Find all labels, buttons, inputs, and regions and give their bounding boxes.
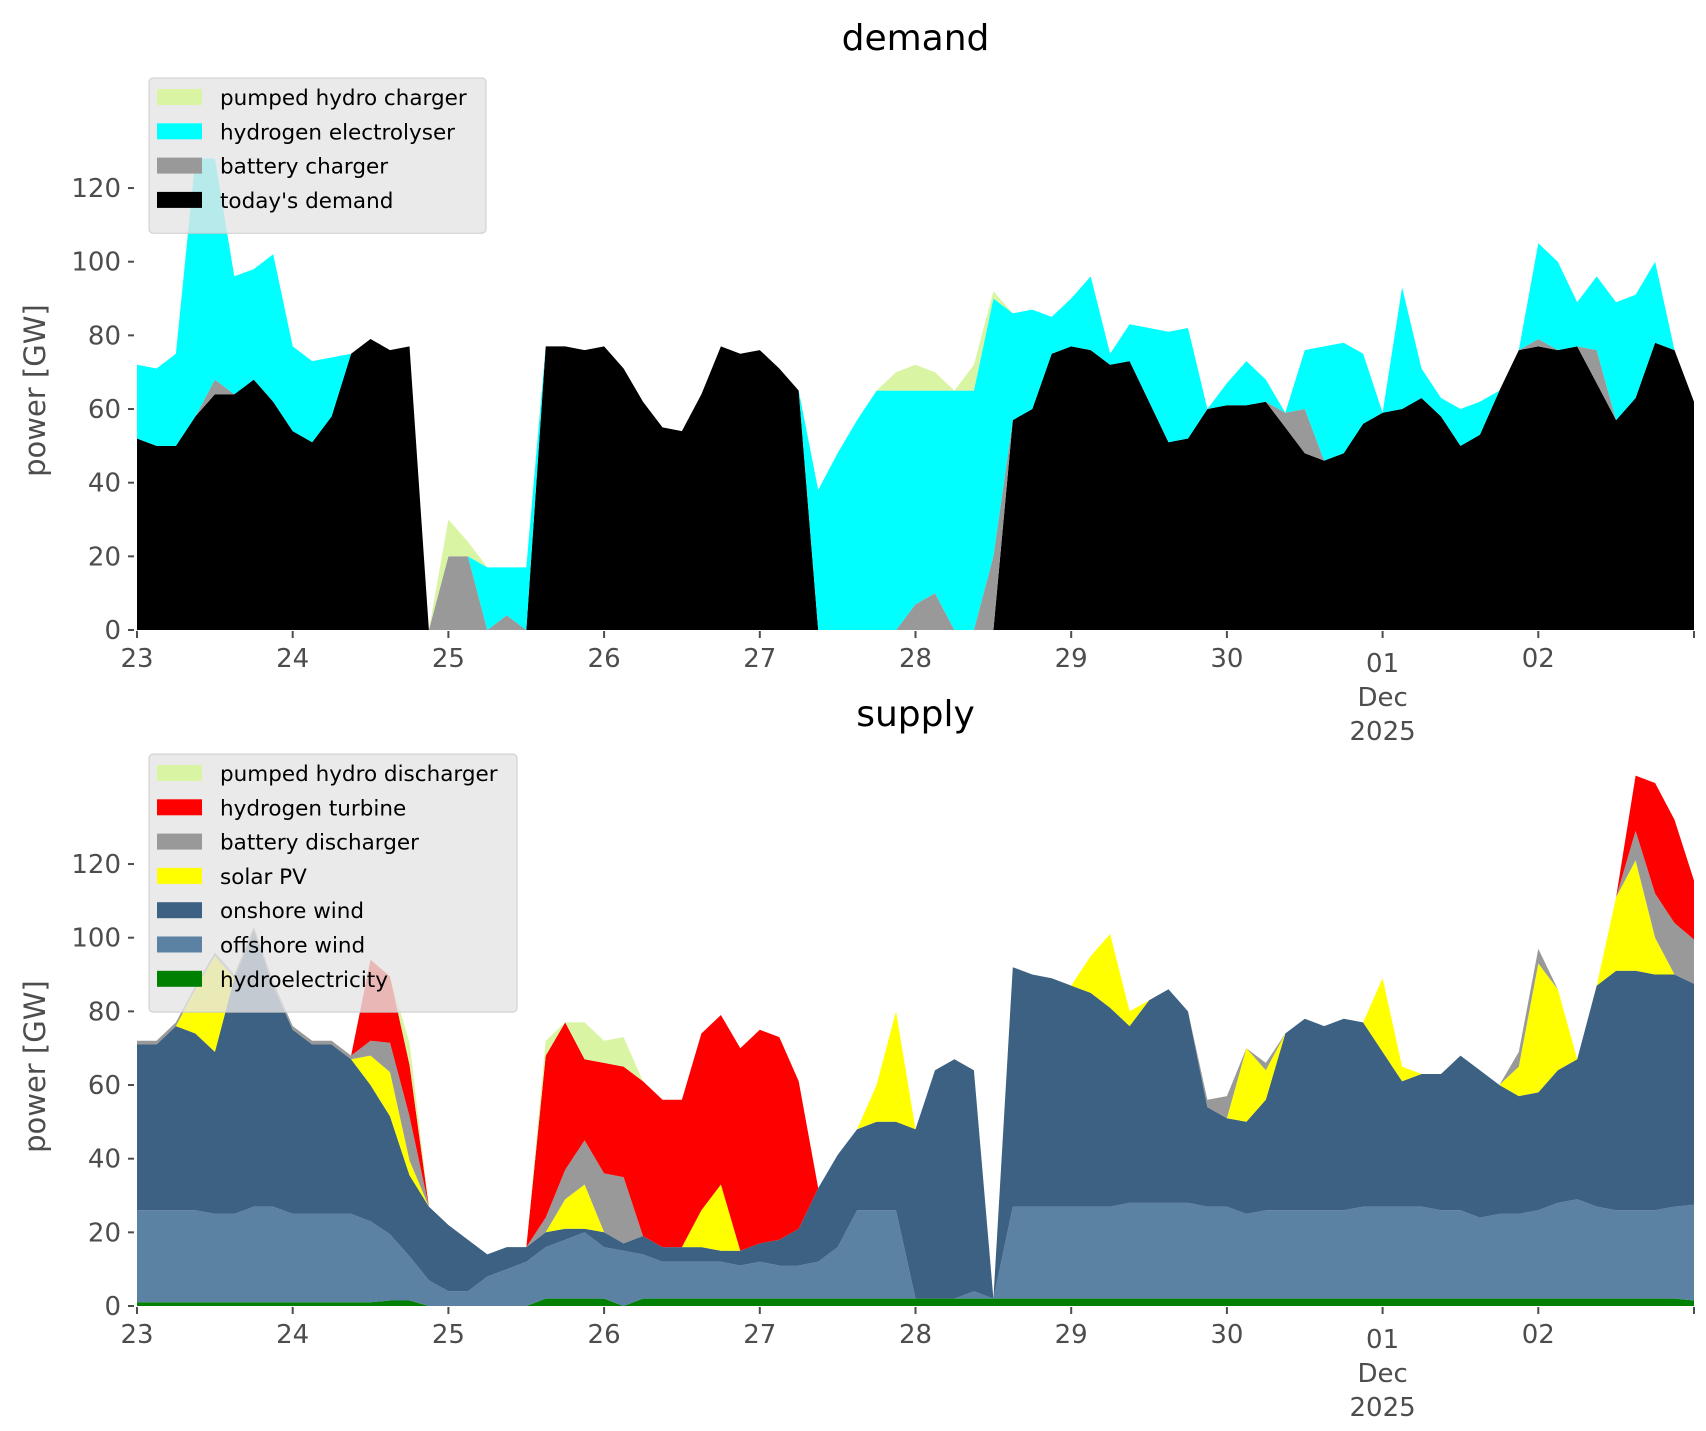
supply-ytick-label: 40: [88, 1145, 121, 1175]
demand-y-axis-label: power [GW]: [18, 304, 52, 477]
supply-legend-box: [148, 753, 518, 1013]
demand-legend-swatch: [157, 89, 202, 105]
supply-xtick-label: 01: [1366, 1325, 1399, 1355]
supply-xtick-label: 26: [588, 1320, 621, 1350]
demand-area-today-s-demand: [137, 339, 1694, 630]
supply-ytick-label: 20: [88, 1218, 121, 1248]
demand-ytick-label: 80: [88, 321, 121, 351]
supply-legend-label: hydrogen turbine: [220, 796, 406, 821]
supply-legend-swatch: [157, 936, 202, 953]
supply-chart-title: supply: [856, 694, 975, 735]
supply-legend-swatch: [157, 970, 202, 987]
supply-ytick-label: 120: [71, 850, 121, 880]
demand-xtick-label: 24: [276, 644, 309, 674]
supply-xtick-sublabel: Dec: [1357, 1359, 1407, 1389]
demand-xtick-label: 01: [1366, 649, 1399, 679]
demand-ytick-label: 40: [88, 469, 121, 499]
demand-legend-label: hydrogen electrolyser: [220, 120, 455, 145]
supply-xtick-label: 28: [899, 1320, 932, 1350]
supply-legend-label: battery discharger: [220, 831, 419, 856]
demand-legend-swatch: [157, 191, 202, 208]
demand-chart-title: demand: [842, 18, 990, 59]
demand-legend-swatch: [157, 123, 202, 140]
supply-ytick-label: 0: [104, 1292, 121, 1322]
supply-xtick-label: 24: [276, 1320, 309, 1350]
demand-legend-swatch: [157, 157, 202, 174]
supply-legend-swatch: [157, 765, 202, 781]
supply-area-offshore-wind: [137, 1199, 1694, 1306]
supply-legend: pumped hydro discharger hydrogen turbine b…: [148, 753, 518, 1013]
supply-ytick-label: 100: [71, 924, 121, 954]
supply-xtick-label: 30: [1210, 1320, 1243, 1350]
demand-xtick-label: 28: [899, 644, 932, 674]
demand-ytick-label: 0: [104, 616, 121, 646]
demand-xtick-label: 29: [1055, 644, 1088, 674]
demand-xtick-label: 02: [1522, 644, 1555, 674]
supply-areas: [137, 775, 1694, 1306]
supply-legend-swatch: [157, 902, 202, 919]
demand-legend-label: pumped hydro charger: [220, 86, 467, 111]
supply-ytick-label: 80: [88, 997, 121, 1027]
supply-legend-label: solar PV: [220, 865, 307, 890]
demand-xtick-label: 25: [432, 644, 465, 674]
demand-legend: pumped hydro charger hydrogen electrolyse…: [148, 77, 487, 234]
demand-legend-box: [148, 77, 487, 234]
demand-xtick-sublabel: Dec: [1357, 683, 1407, 713]
demand-areas: [137, 158, 1694, 630]
supply-xtick-sublabel: 2025: [1350, 1393, 1416, 1423]
demand-ytick-label: 20: [88, 542, 121, 572]
supply-legend-label: onshore wind: [220, 899, 364, 924]
supply-xtick-label: 25: [432, 1320, 465, 1350]
supply-legend-label: pumped hydro discharger: [220, 762, 498, 787]
demand-xtick-label: 23: [120, 644, 153, 674]
supply-ytick-label: 60: [88, 1071, 121, 1101]
demand-xtick-label: 30: [1210, 644, 1243, 674]
supply-xtick-label: 27: [743, 1320, 776, 1350]
supply-xtick-label: 23: [120, 1320, 153, 1350]
supply-legend-label: hydroelectricity: [220, 968, 388, 993]
demand-xtick-label: 27: [743, 644, 776, 674]
demand-xtick-sublabel: 2025: [1350, 717, 1416, 747]
demand-legend-label: battery charger: [220, 155, 388, 180]
supply-xtick-label: 29: [1055, 1320, 1088, 1350]
supply-legend-label: offshore wind: [220, 934, 365, 959]
supply-area-onshore-wind: [137, 930, 1694, 1299]
demand-area-battery-charger: [137, 339, 1694, 630]
supply-xtick-label: 02: [1522, 1320, 1555, 1350]
supply-y-axis-label: power [GW]: [18, 980, 52, 1153]
demand-xtick-label: 26: [588, 644, 621, 674]
demand-legend-label: today's demand: [220, 189, 393, 214]
demand-ytick-label: 120: [71, 174, 121, 204]
demand-area-hydrogen-electrolyser: [137, 158, 1694, 630]
supply-legend-swatch: [157, 867, 202, 884]
demand-ytick-label: 60: [88, 395, 121, 425]
supply-legend-swatch: [157, 799, 202, 816]
supply-legend-swatch: [157, 833, 202, 850]
supply-area-hydroelectricity: [137, 1298, 1694, 1306]
demand-ytick-label: 100: [71, 248, 121, 278]
